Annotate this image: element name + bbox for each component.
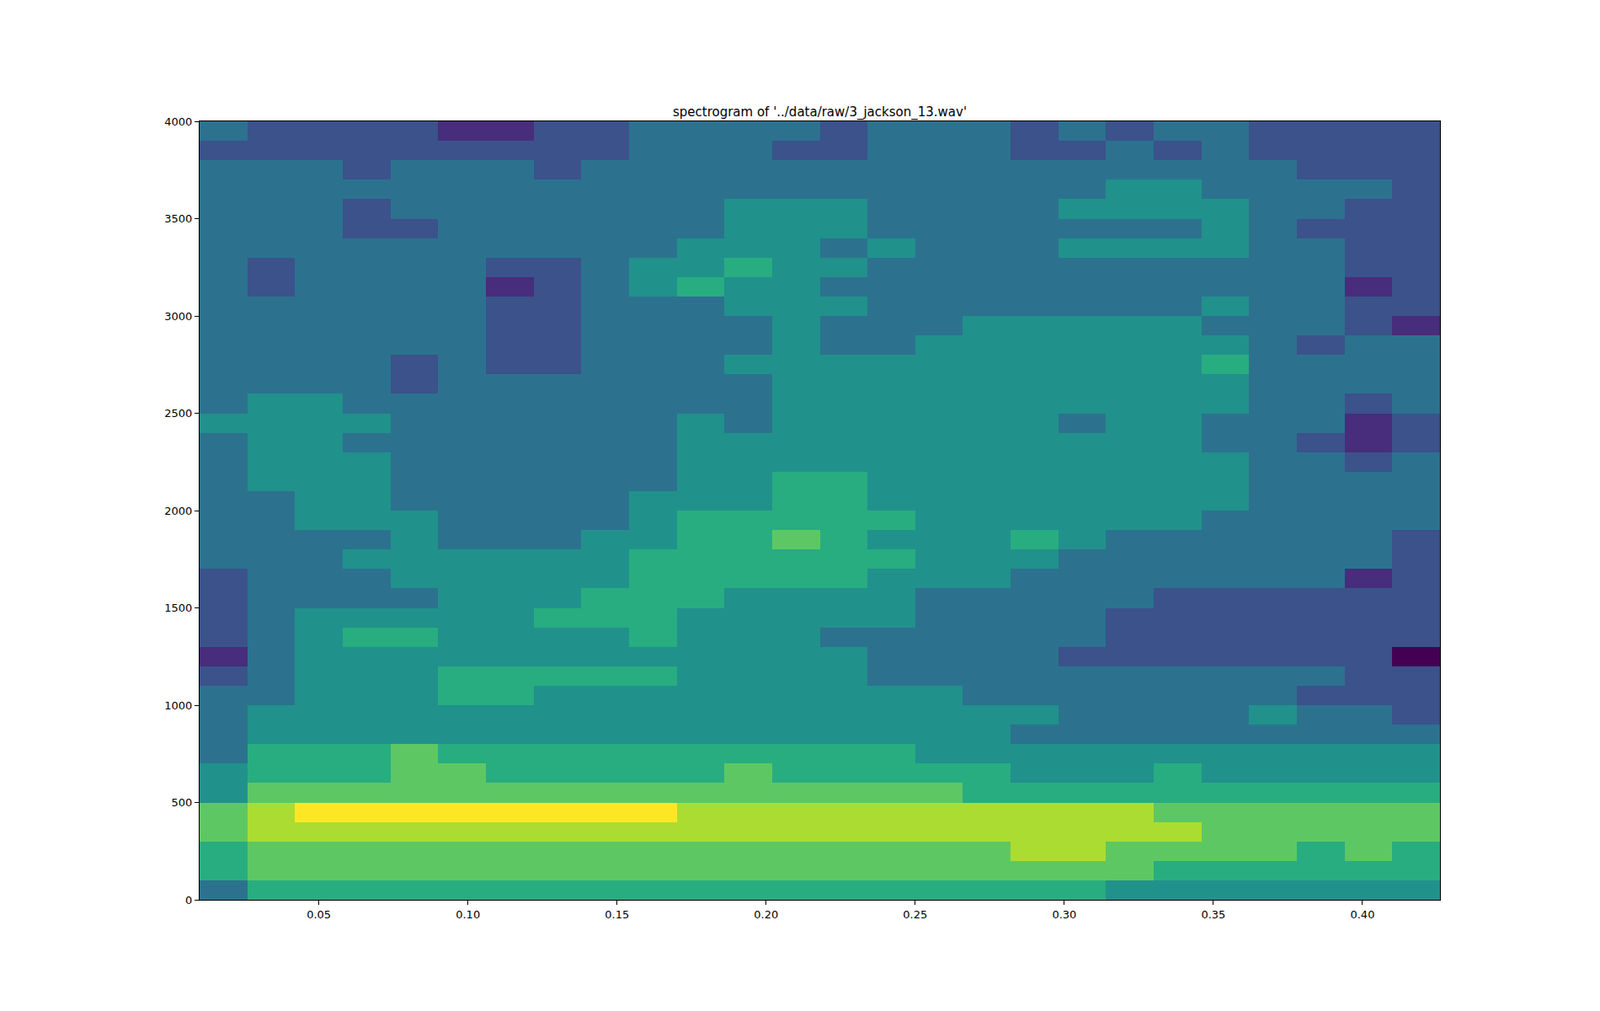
svg-text:spectrogram of '../data/raw/3_: spectrogram of '../data/raw/3_jackson_13… (672, 104, 967, 121)
svg-text:0.25: 0.25 (902, 907, 928, 921)
svg-text:2500: 2500 (164, 406, 192, 420)
svg-text:0.15: 0.15 (604, 907, 630, 921)
svg-text:500: 500 (171, 795, 193, 809)
svg-text:0: 0 (185, 893, 192, 907)
svg-text:1500: 1500 (164, 601, 192, 614)
svg-text:0.35: 0.35 (1200, 907, 1226, 921)
svg-text:0.40: 0.40 (1349, 907, 1375, 921)
svg-text:0.05: 0.05 (306, 907, 331, 921)
svg-text:1000: 1000 (164, 698, 192, 712)
svg-text:3500: 3500 (164, 212, 192, 225)
svg-text:4000: 4000 (164, 115, 192, 128)
svg-text:3000: 3000 (164, 309, 192, 323)
svg-text:0.20: 0.20 (753, 907, 779, 921)
svg-text:0.10: 0.10 (455, 907, 480, 921)
svg-text:2000: 2000 (164, 504, 192, 518)
svg-text:0.30: 0.30 (1051, 907, 1077, 921)
